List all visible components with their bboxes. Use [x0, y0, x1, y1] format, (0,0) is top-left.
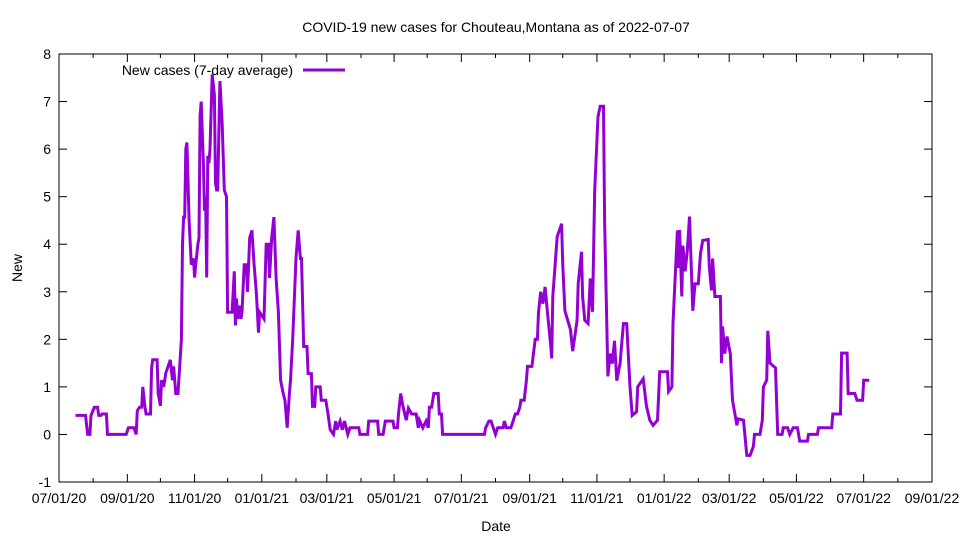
legend: New cases (7-day average) [122, 62, 345, 78]
x-tick-label: 01/01/22 [637, 490, 692, 506]
x-tick-label: 03/01/21 [300, 490, 355, 506]
y-tick-label: 6 [43, 141, 51, 157]
x-axis-label: Date [481, 518, 511, 534]
legend-label: New cases (7-day average) [122, 62, 293, 78]
y-tick-label: 0 [43, 426, 51, 442]
y-tick-label: 1 [43, 379, 51, 395]
y-tick-label: 4 [43, 236, 51, 252]
series-layer [75, 74, 870, 457]
y-tick-label: 7 [43, 94, 51, 110]
x-tick-label: 11/01/20 [168, 490, 222, 506]
x-tick-label: 05/01/22 [769, 490, 824, 506]
x-tick-label: 07/01/22 [836, 490, 891, 506]
series-line-new-cases [75, 74, 870, 457]
x-tick-label: 11/01/21 [570, 490, 624, 506]
x-tick-label: 07/01/20 [32, 490, 87, 506]
y-axis-label: New [9, 253, 25, 282]
x-tick-label: 07/01/21 [434, 490, 489, 506]
x-tick-label: 03/01/22 [702, 490, 757, 506]
y-tick-label: 8 [43, 46, 51, 62]
y-tick-label: 3 [43, 284, 51, 300]
x-tick-label: 05/01/21 [367, 490, 422, 506]
x-tick-label: 09/01/22 [905, 490, 960, 506]
x-tick-label: 09/01/21 [502, 490, 557, 506]
plot-border [58, 53, 933, 483]
y-tick-label: -1 [39, 474, 52, 490]
chart-title: COVID-19 new cases for Chouteau,Montana … [302, 19, 690, 35]
x-tick-label: 01/01/21 [235, 490, 290, 506]
y-tick-label: 5 [43, 189, 51, 205]
y-tick-label: 2 [43, 331, 51, 347]
x-tick-label: 09/01/20 [100, 490, 155, 506]
